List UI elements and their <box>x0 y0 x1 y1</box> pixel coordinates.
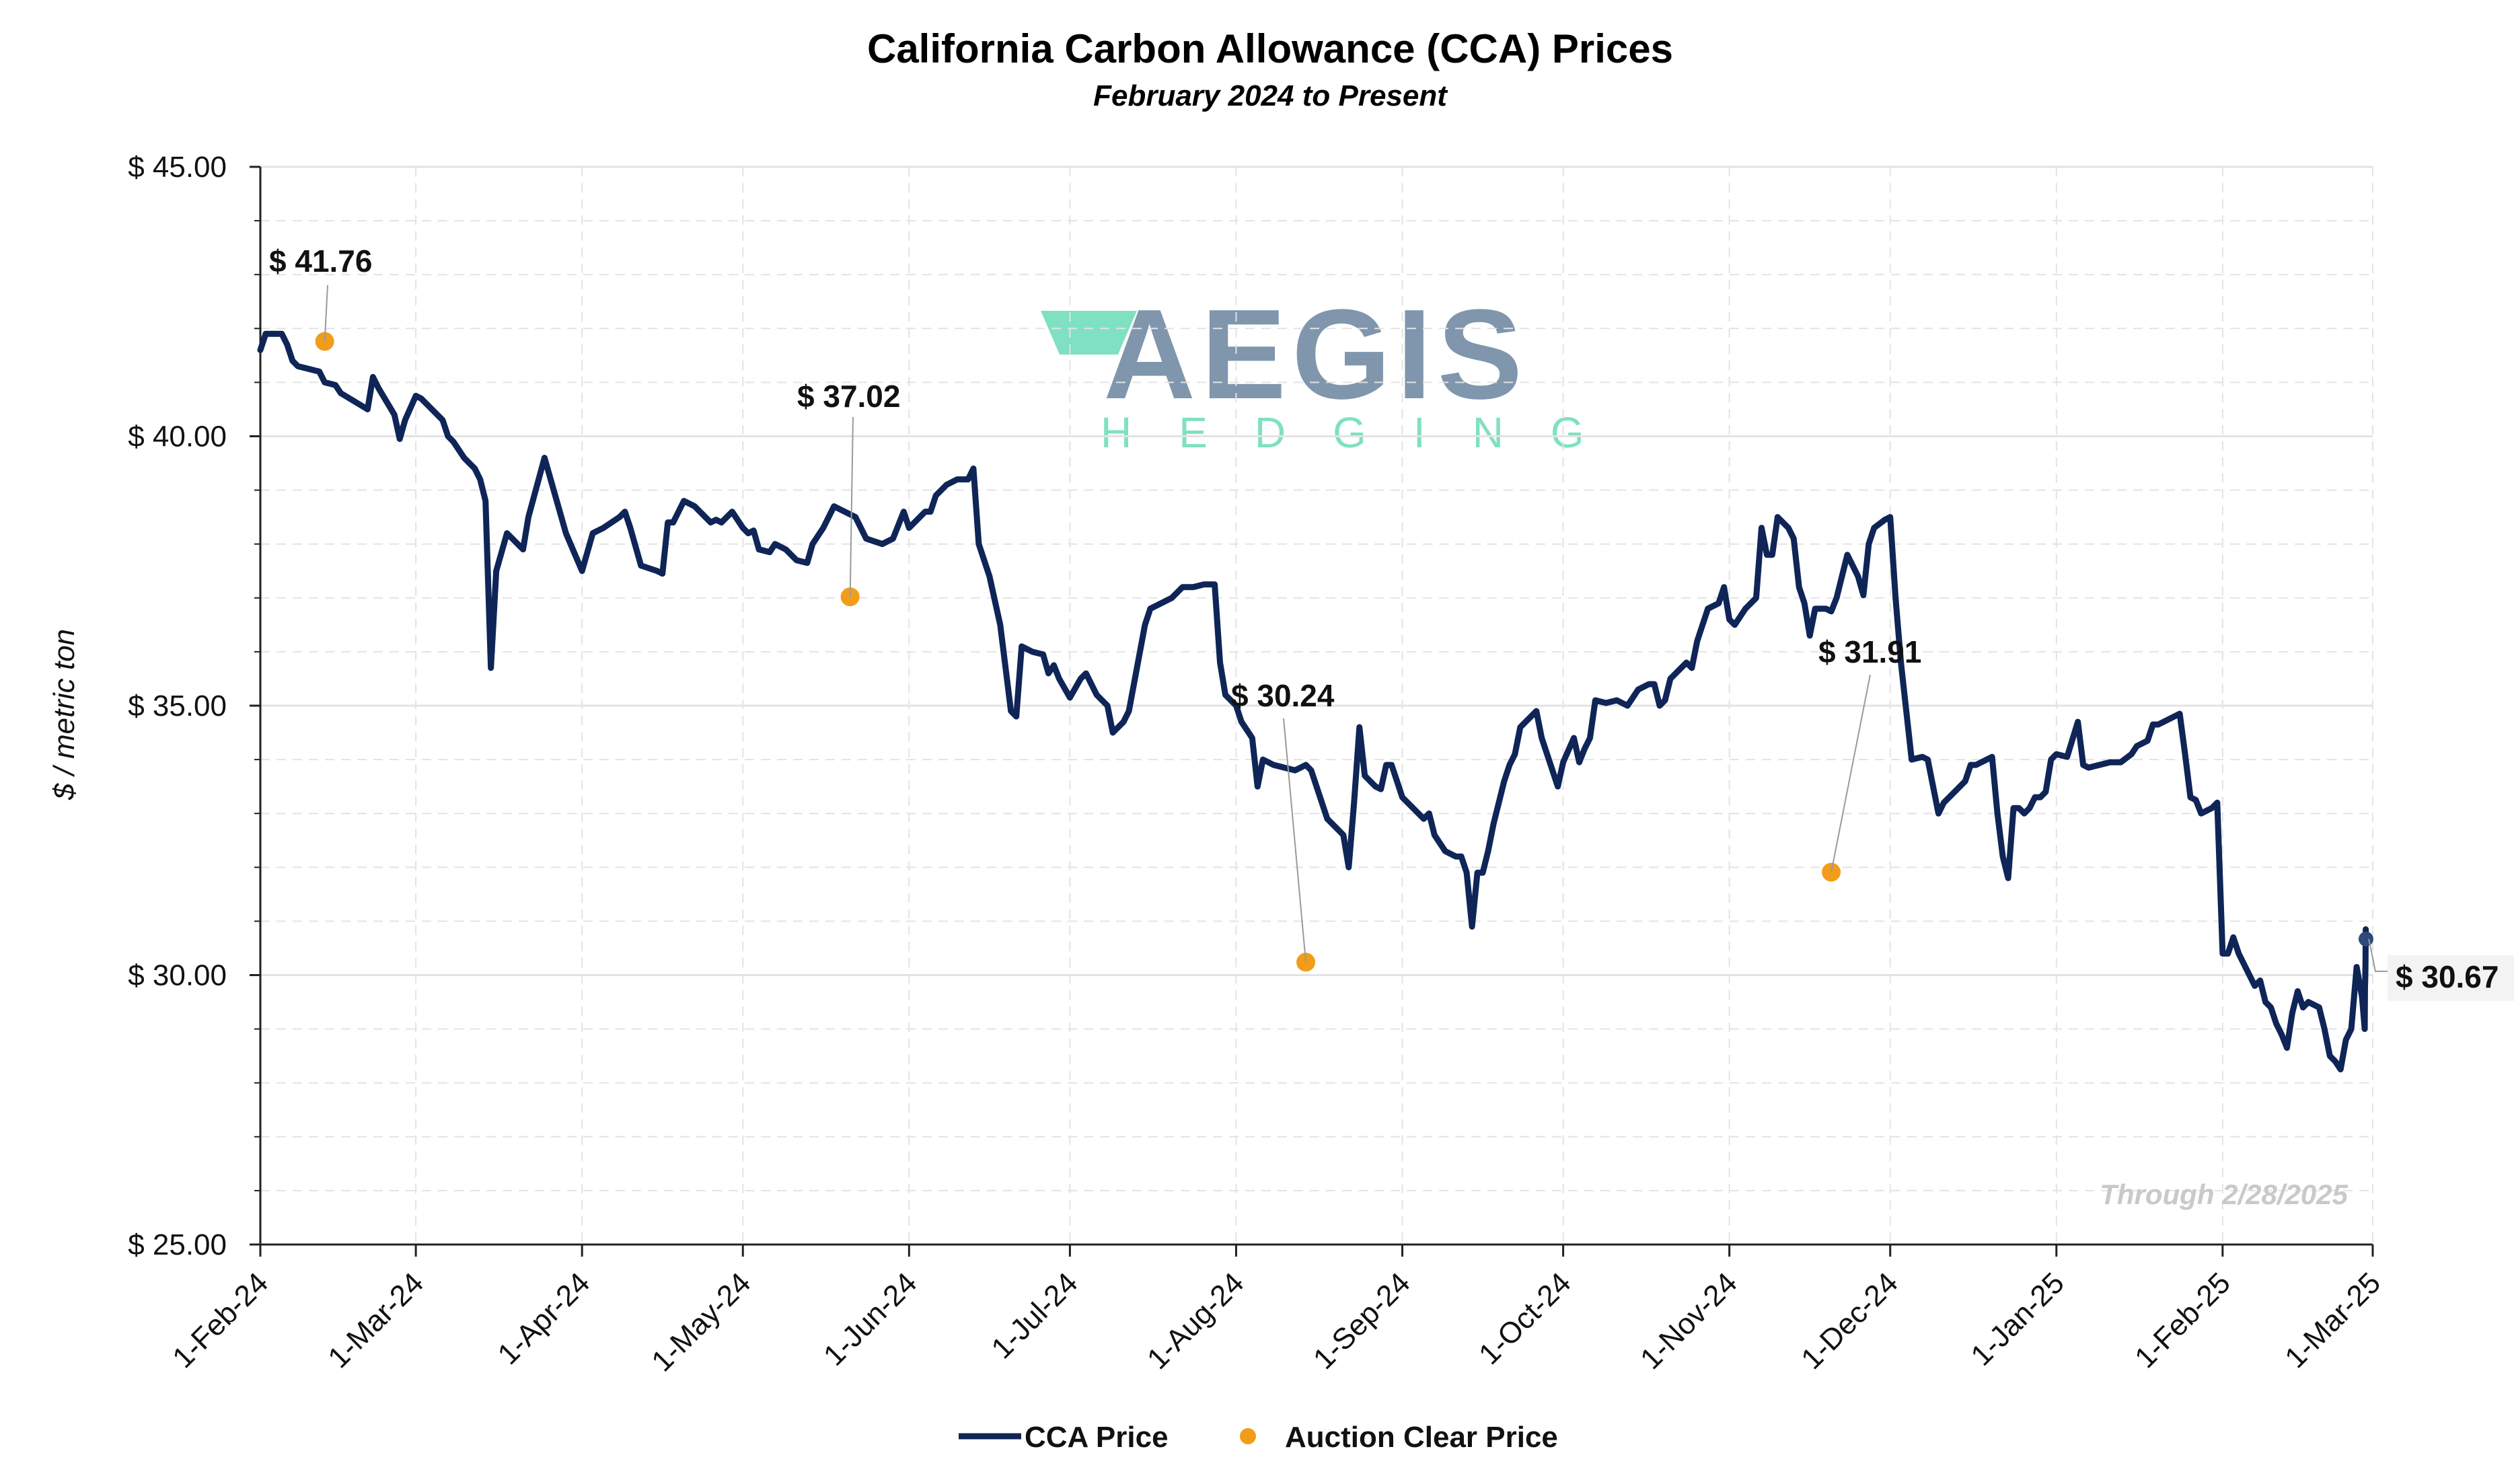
x-tick-label: 1-May-24 <box>645 1266 757 1378</box>
x-tick-label: 1-Aug-24 <box>1141 1266 1251 1376</box>
callout-label: $ 31.91 <box>1818 634 1921 669</box>
callout-leader <box>849 416 854 597</box>
y-tick-label: $ 40.00 <box>128 420 227 453</box>
x-tick-label: 1-Mar-25 <box>2279 1266 2387 1374</box>
y-tick-label: $ 45.00 <box>128 151 227 184</box>
x-tick-label: 1-Nov-24 <box>1634 1266 1744 1376</box>
callout-leader <box>1283 718 1307 963</box>
legend: CCA Price Auction Clear Price <box>959 1421 1558 1454</box>
callout-label: $ 41.76 <box>269 244 372 279</box>
cca-price-line <box>257 330 2369 1073</box>
x-tick-label: 1-Mar-24 <box>322 1266 430 1374</box>
callout-leader <box>2368 938 2388 972</box>
x-tick-label: 1-Dec-24 <box>1795 1266 1905 1376</box>
y-tick-label: $ 35.00 <box>128 690 227 722</box>
x-tick-label: 1-Feb-24 <box>166 1266 274 1374</box>
through-date-note: Through 2/28/2025 <box>2100 1179 2348 1210</box>
chart-subtitle: February 2024 to Present <box>1093 79 1448 112</box>
callout-label: $ 37.02 <box>797 379 900 414</box>
x-tick-label: 1-Jan-25 <box>1964 1266 2070 1372</box>
y-tick-label: $ 25.00 <box>128 1228 227 1261</box>
y-axis-ticks: $ 25.00 $ 30.00 $ 35.00 $ 40.00 $ 45.00 <box>128 151 260 1261</box>
x-tick-label: 1-Oct-24 <box>1473 1266 1578 1371</box>
cca-price-last-point <box>2359 931 2373 947</box>
callouts: $ 41.76 $ 37.02 $ 30.24 $ 31.91 $ 30.67 <box>269 244 2514 1001</box>
chart-title: California Carbon Allowance (CCA) Prices <box>867 26 1673 71</box>
x-tick-label: 1-Sep-24 <box>1307 1266 1417 1376</box>
x-tick-label: 1-Feb-25 <box>2129 1266 2237 1374</box>
logo-mark-icon <box>1041 311 1137 355</box>
callout-leader <box>1831 674 1871 873</box>
x-tick-label: 1-Jul-24 <box>985 1266 1084 1365</box>
logo-sub-text: HEDGING <box>1101 408 1631 457</box>
x-axis-ticks: 1-Feb-24 1-Mar-24 1-Apr-24 1-May-24 1-Jun-24… <box>166 1245 2387 1378</box>
y-tick-label: $ 30.00 <box>128 959 227 992</box>
grid <box>260 165 2373 1245</box>
logo-main-text: AEGIS <box>1103 283 1528 426</box>
legend-label-auction-clear-price: Auction Clear Price <box>1285 1421 1558 1454</box>
x-tick-label: 1-Apr-24 <box>492 1266 597 1371</box>
callout-box <box>2388 955 2514 1001</box>
legend-dot-icon <box>1240 1428 1256 1444</box>
x-tick-label: 1-Jun-24 <box>817 1266 923 1372</box>
aegis-hedging-logo: AEGIS HEDGING <box>1041 283 1631 457</box>
callout-label: $ 30.24 <box>1231 678 1335 713</box>
callout-leader <box>324 285 328 342</box>
legend-label-cca-price: CCA Price <box>1025 1421 1169 1454</box>
y-axis-label: $ / metric ton <box>48 629 81 801</box>
callout-label: $ 30.67 <box>2396 959 2499 994</box>
